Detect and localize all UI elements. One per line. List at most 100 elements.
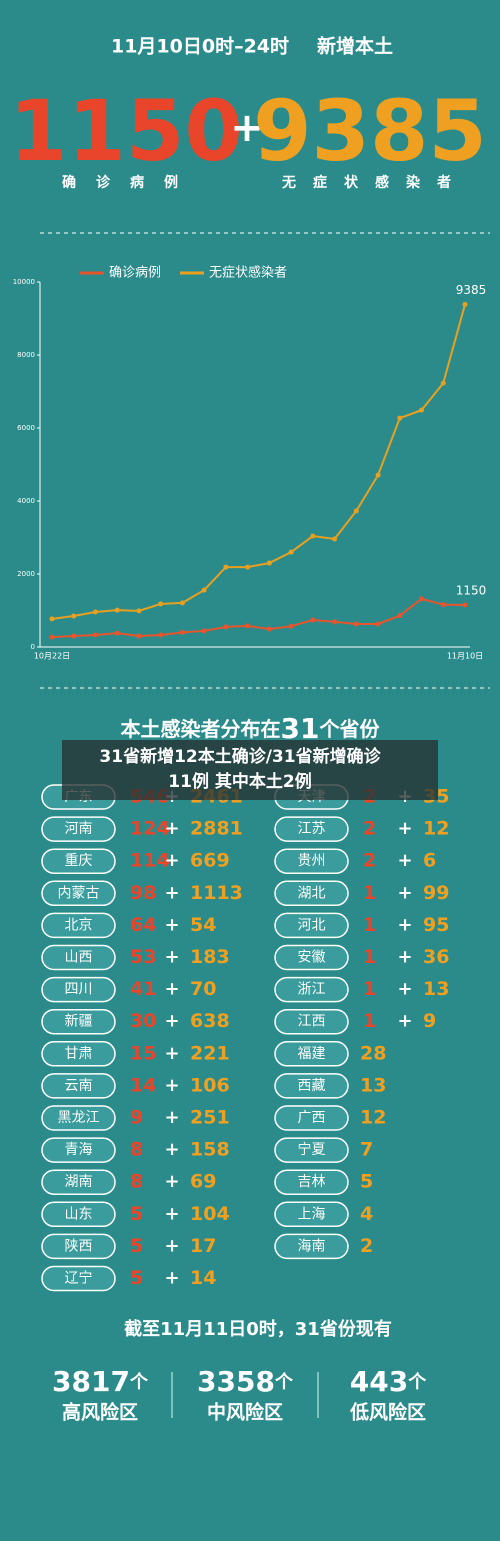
confirmed: 1: [363, 1010, 376, 1032]
province: 宁夏: [298, 1141, 326, 1158]
asymptomatic-total: 9385: [253, 82, 487, 180]
confirmed: 1: [363, 946, 376, 968]
asymptomatic: 70: [190, 978, 216, 1000]
asymptomatic: 251: [190, 1107, 230, 1129]
asymptomatic: 638: [190, 1010, 230, 1032]
confirmed: 114: [130, 850, 170, 872]
overlay-line: 31省新增12本土确诊/31省新增确诊: [99, 746, 381, 767]
plus: +: [164, 1075, 179, 1096]
y-tick-label: 4000: [17, 497, 35, 505]
overlay: 31省新增12本土确诊/31省新增确诊 11例 其中本土2例: [62, 740, 438, 800]
province-pill: [41, 1041, 116, 1067]
province-pill: [274, 1008, 349, 1035]
province-pill: [274, 1105, 349, 1131]
risk-count: 3358个: [197, 1365, 294, 1398]
province: 江西: [298, 1014, 326, 1030]
confirmed: 8: [130, 1171, 143, 1193]
point: [353, 508, 359, 514]
point: [179, 600, 185, 606]
province: 黑龙江: [58, 1110, 100, 1126]
point: [71, 633, 77, 639]
asymptomatic: 7: [360, 1139, 373, 1161]
point: [71, 613, 77, 619]
asymptomatic-label: 无症状感染者: [281, 174, 468, 191]
asymptomatic: 13: [423, 978, 449, 1000]
point: [288, 549, 294, 555]
province-pill: [41, 1169, 116, 1195]
point: [223, 564, 229, 570]
province-pill: [274, 1169, 349, 1195]
province: 上海: [298, 1206, 326, 1222]
point: [332, 619, 338, 625]
confirmed: 1: [363, 914, 376, 936]
x-tick-label: 11月10日: [447, 652, 483, 661]
asymptomatic: 13: [360, 1074, 386, 1096]
province: 浙江: [298, 982, 326, 998]
legend-label: 确诊病例: [109, 266, 161, 281]
point: [158, 632, 164, 638]
province-pill: [274, 880, 349, 907]
confirmed: 1: [363, 978, 376, 1000]
plus: +: [164, 1139, 179, 1160]
asymptomatic: 69: [190, 1171, 216, 1193]
plus: +: [397, 882, 412, 903]
plus: +: [164, 1011, 179, 1032]
confirmed: 5: [130, 1235, 143, 1257]
plus: +: [164, 979, 179, 1000]
series-line: [51, 304, 466, 620]
confirmed: 64: [130, 914, 156, 936]
asymptomatic: 104: [190, 1203, 230, 1225]
province-pill: [274, 1073, 349, 1099]
confirmed: 5: [130, 1267, 143, 1289]
legend-label: 无症状感染者: [209, 265, 287, 281]
province-pill: [274, 816, 349, 842]
point: [223, 624, 229, 630]
asymptomatic: 1113: [190, 882, 243, 904]
province-pill: [274, 848, 349, 874]
y-tick-label: 0: [31, 643, 35, 651]
asymptomatic: 12: [360, 1107, 386, 1129]
province-pill: [274, 944, 349, 971]
point: [310, 617, 316, 623]
confirmed: 5: [130, 1203, 143, 1225]
plus: +: [397, 818, 412, 839]
province: 四川: [65, 982, 93, 998]
confirmed: 2: [363, 818, 376, 840]
province-pill: [41, 1265, 116, 1292]
confirmed: 98: [130, 882, 156, 904]
unit: 个: [129, 1371, 149, 1393]
province: 吉林: [298, 1174, 326, 1190]
province: 福建: [298, 1046, 326, 1062]
asymptomatic: 2881: [190, 818, 243, 840]
plus: +: [164, 1043, 179, 1064]
province: 江苏: [298, 821, 326, 837]
end-label: 9385: [456, 283, 487, 297]
plus: +: [230, 105, 264, 151]
asymptomatic: 106: [190, 1074, 230, 1096]
asymptomatic: 14: [190, 1267, 216, 1289]
province-pill: [274, 1233, 349, 1260]
province: 西藏: [298, 1078, 326, 1094]
point: [92, 632, 98, 638]
point: [201, 628, 207, 634]
title-number: 31: [281, 712, 320, 745]
risk-label: 高风险区: [62, 1401, 138, 1424]
risk-label: 中风险区: [207, 1401, 283, 1424]
province-pill: [41, 1105, 116, 1131]
province-pill: [41, 1201, 116, 1228]
asymptomatic: 95: [423, 914, 449, 936]
province: 重庆: [65, 853, 93, 869]
series-line: [51, 597, 466, 639]
point: [353, 621, 359, 627]
point: [49, 616, 55, 622]
asymptomatic: 9: [423, 1010, 436, 1032]
province-pill: [41, 880, 116, 907]
point: [310, 533, 316, 539]
plus: +: [397, 979, 412, 1000]
point: [462, 602, 468, 608]
point: [266, 560, 272, 566]
plus: +: [164, 882, 179, 903]
period: 11月10日0时–24时: [111, 36, 289, 58]
